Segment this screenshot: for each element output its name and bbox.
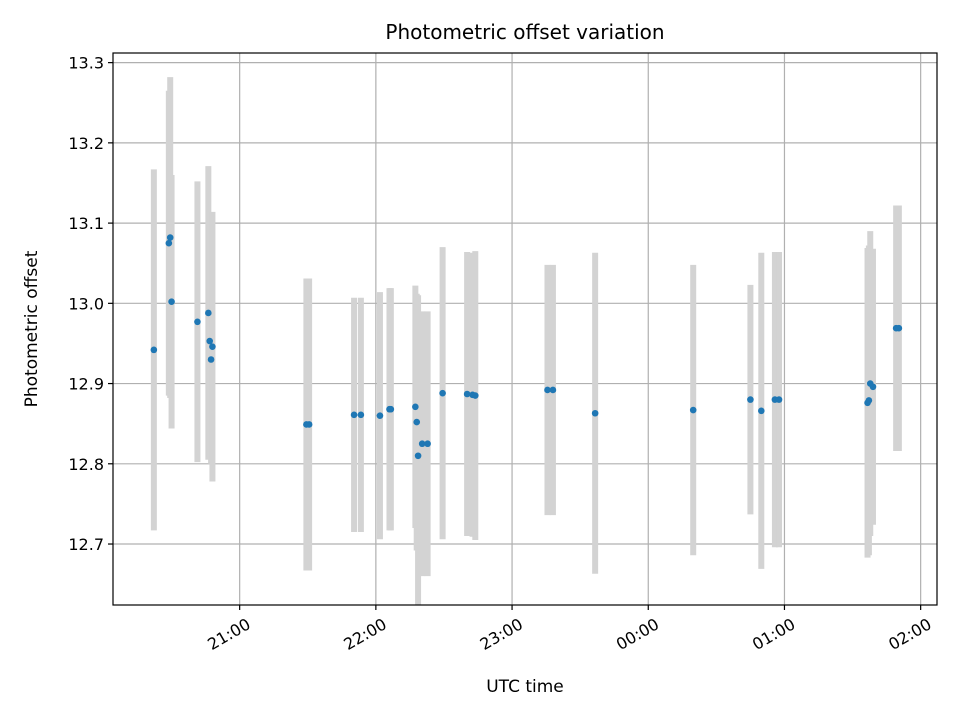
data-point [205, 309, 212, 317]
data-point [350, 411, 358, 419]
data-point [168, 298, 175, 306]
data-point [895, 324, 903, 332]
plot-frame [112, 52, 938, 606]
data-point [166, 234, 174, 241]
data-point [194, 318, 201, 326]
data-point [414, 452, 422, 460]
data-point [747, 396, 754, 403]
y-axis-label: Photometric offset [22, 250, 42, 407]
data-point [412, 403, 419, 411]
y-tick-label: 12.7 [68, 535, 104, 554]
data-points [150, 234, 903, 460]
grid [113, 53, 937, 605]
x-axis-label: UTC time [486, 677, 564, 697]
data-point [418, 440, 426, 448]
data-point [591, 409, 599, 417]
data-point [209, 343, 216, 350]
data-point [471, 392, 479, 399]
data-point [165, 239, 173, 247]
y-tick-label: 13.1 [68, 214, 104, 233]
chart-title: Photometric offset variation [385, 20, 664, 44]
y-tick-label: 13.0 [68, 294, 104, 313]
data-point [549, 386, 557, 394]
data-point [424, 440, 431, 448]
data-point [413, 418, 421, 426]
y-tick-label: 13.2 [68, 134, 104, 153]
data-point [775, 396, 783, 403]
data-point [689, 406, 697, 414]
y-tick-label: 12.8 [68, 455, 104, 474]
data-point [150, 346, 158, 354]
y-tick-label: 12.9 [68, 375, 104, 394]
data-point [758, 407, 765, 415]
data-point [207, 356, 215, 363]
data-point [865, 397, 873, 404]
data-point [387, 405, 395, 413]
data-point [305, 421, 313, 428]
data-point [376, 412, 384, 419]
data-point [439, 389, 446, 397]
data-point [544, 386, 551, 394]
y-tick-label: 13.3 [68, 54, 104, 73]
data-point [357, 411, 365, 419]
data-point [869, 383, 877, 391]
data-point [206, 337, 214, 345]
data-point [463, 390, 471, 398]
